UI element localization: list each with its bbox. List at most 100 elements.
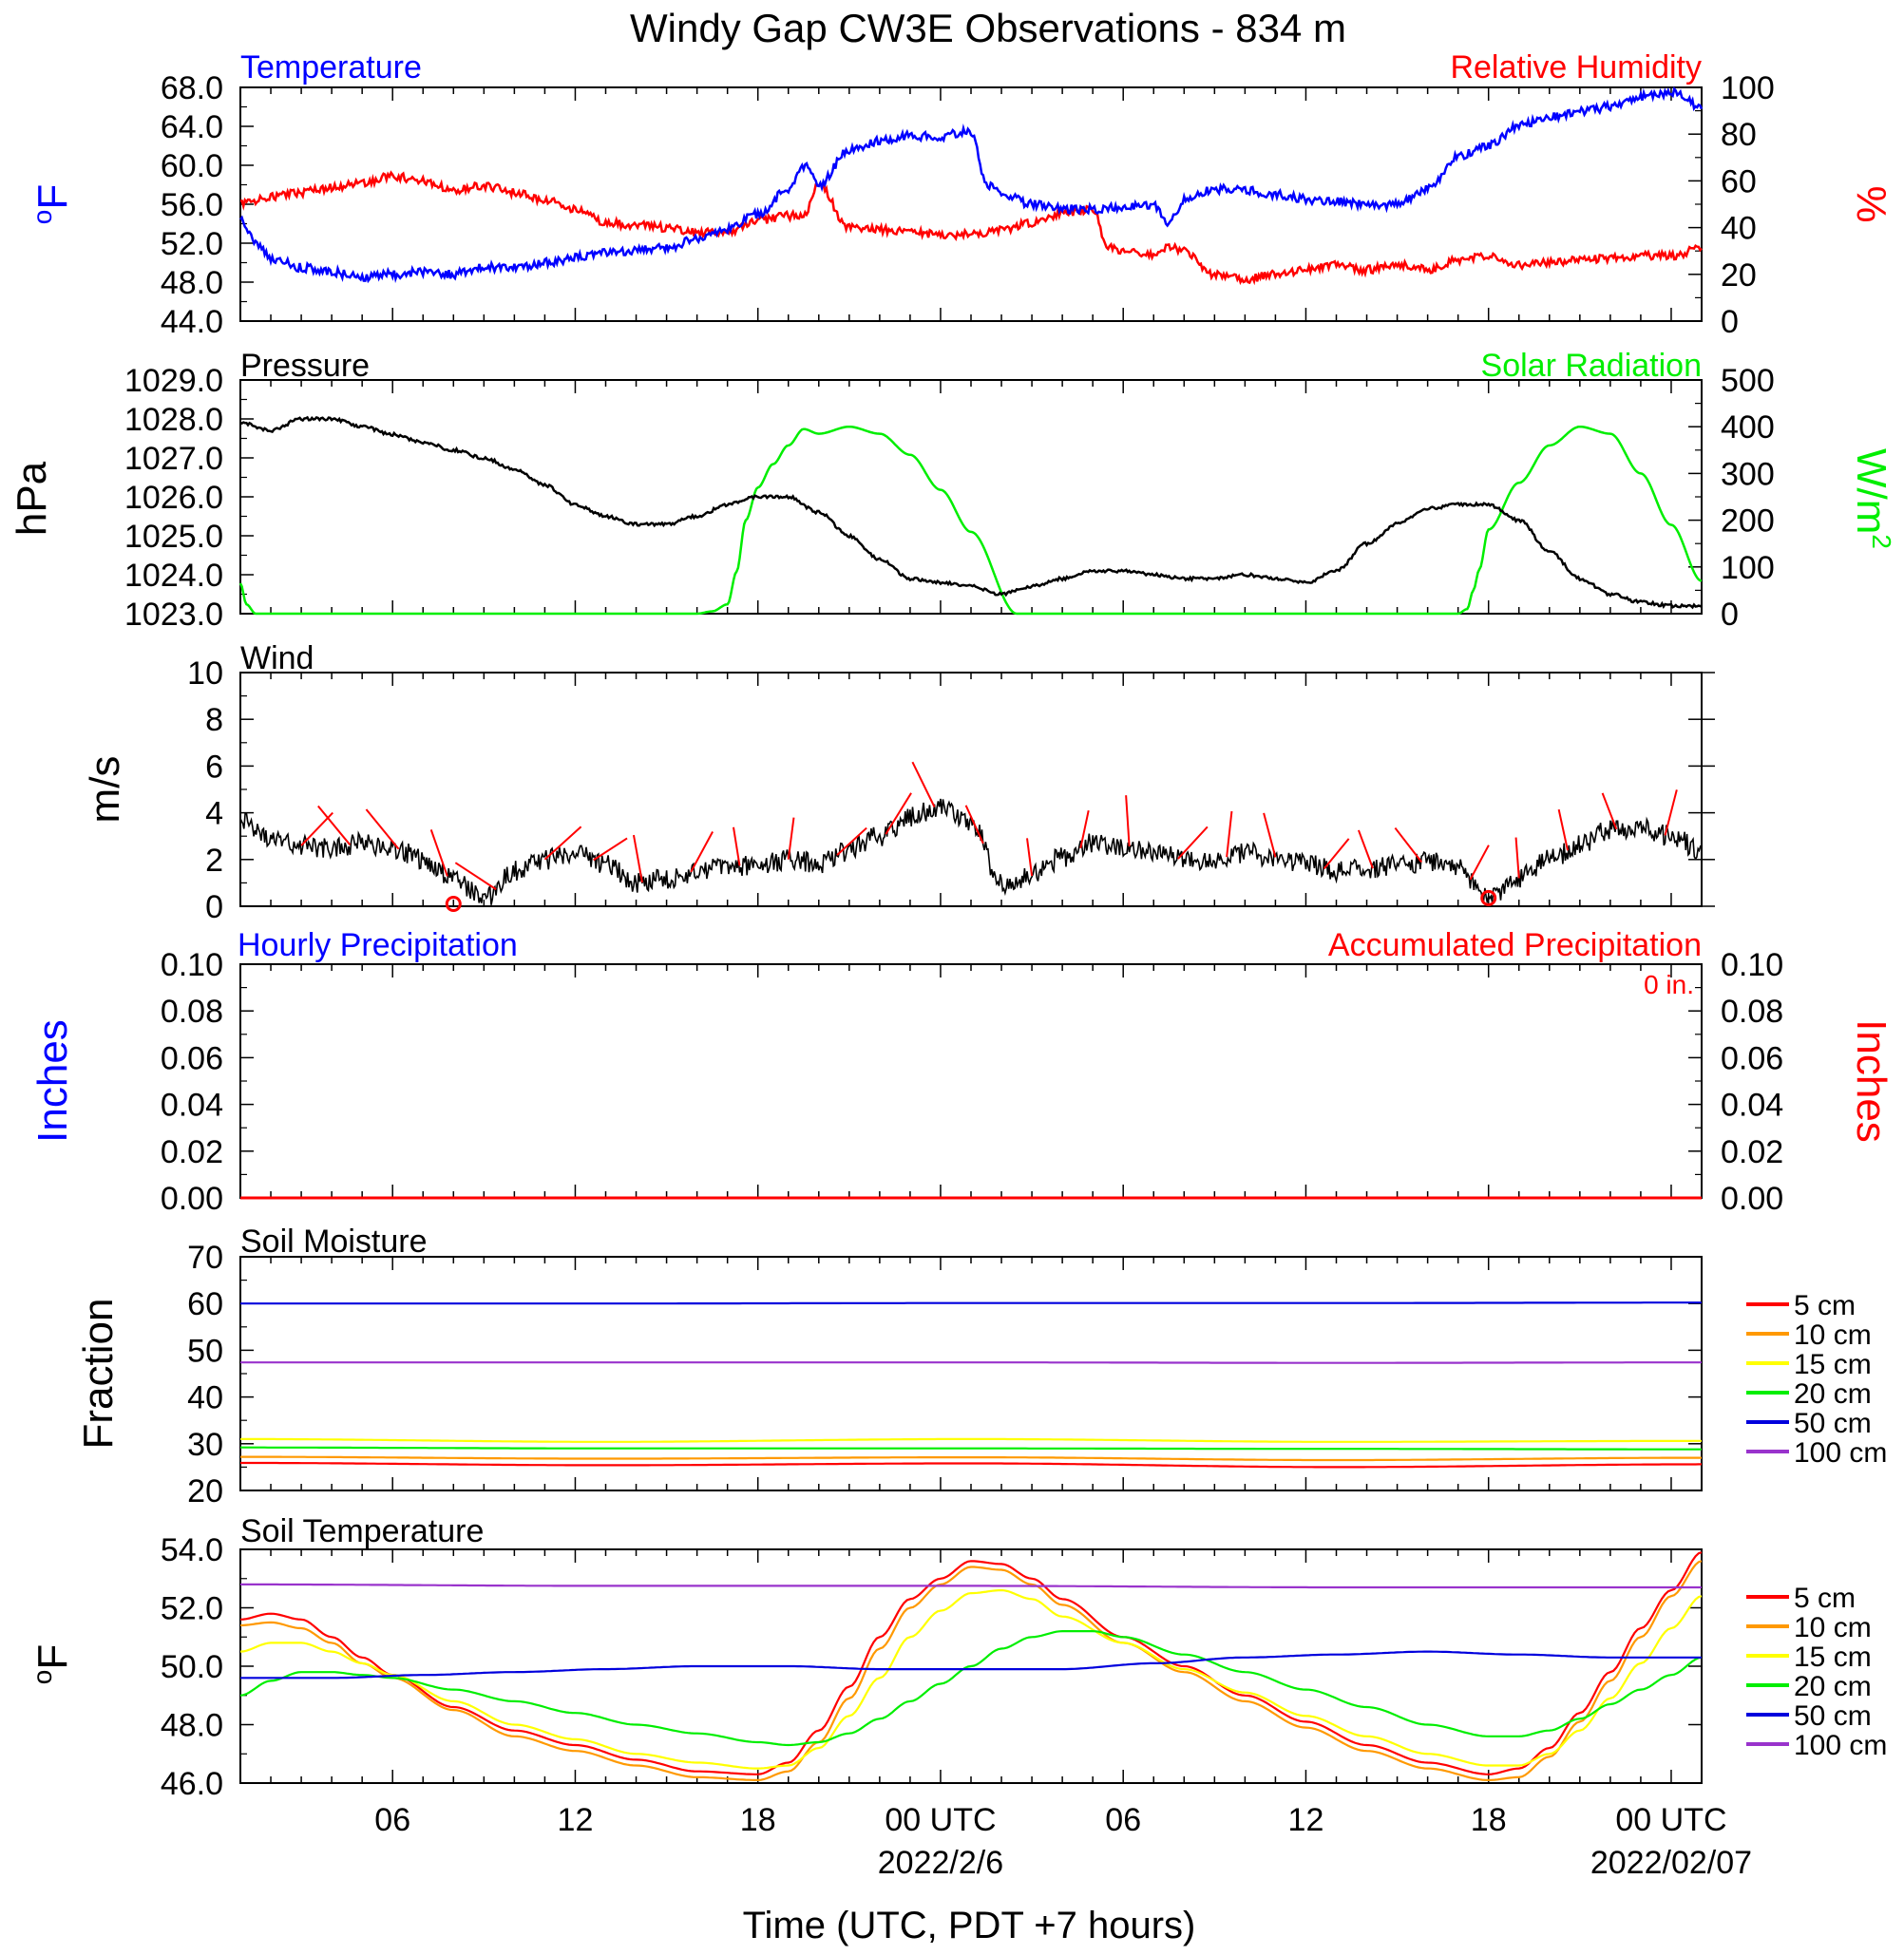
panels-layer: 68.064.060.056.052.048.044.0100806040200… [9, 49, 1896, 1881]
wind-left-tick-label: 10 [187, 655, 223, 692]
pressure-unit-label: hPa [9, 461, 55, 536]
x-tick-label: 18 [740, 1802, 776, 1838]
pressure-left-tick-label: 1027.0 [124, 441, 223, 477]
wind-left-tick-label: 6 [205, 749, 223, 785]
wind-barb [632, 834, 643, 883]
soil-moisture-left-tick-label: 20 [187, 1473, 223, 1509]
pressure-left-tick-label: 1023.0 [124, 597, 223, 633]
wind-left-tick-label: 0 [205, 889, 223, 925]
precip-left-tick-label: 0.00 [161, 1181, 223, 1217]
temp-rh-left-tick-label: 64.0 [161, 109, 223, 145]
chart-title: Windy Gap CW3E Observations - 834 m [630, 6, 1346, 50]
soil-temp-left-tick-label: 48.0 [161, 1708, 223, 1744]
soil-temp-legend-label: 10 cm [1794, 1612, 1872, 1643]
precip-right-tick-label: 0.02 [1721, 1134, 1783, 1170]
temp-rh-left-tick-label: 52.0 [161, 226, 223, 262]
soil-moisture-series-5 [240, 1361, 1702, 1364]
soil-moisture-title: Soil Moisture [240, 1224, 428, 1260]
soil-temp-title: Soil Temperature [240, 1513, 484, 1549]
soil-moisture-legend-label: 10 cm [1794, 1319, 1872, 1351]
soil-moisture-legend-label: 50 cm [1794, 1408, 1872, 1439]
soil-moisture-left-tick-label: 40 [187, 1380, 223, 1416]
wind-unit-label: m/s [82, 756, 128, 824]
x-axis-label: Time (UTC, PDT +7 hours) [743, 1905, 1196, 1946]
precip-right-tick-label: 0.08 [1721, 994, 1783, 1030]
pressure-left-tick-label: 1025.0 [124, 519, 223, 555]
pressure-left-tick-label: 1028.0 [124, 402, 223, 438]
wind-left-title: Wind [240, 640, 314, 676]
soil-moisture-series-0 [240, 1461, 1702, 1469]
soil-temp-series-3 [239, 1630, 1703, 1747]
soil-moisture-series-3 [240, 1446, 1702, 1451]
wind-left-tick-label: 4 [205, 796, 223, 832]
temp-rh-left-tick-label: 48.0 [161, 265, 223, 301]
wind-barb [1601, 792, 1618, 830]
wind-barb [885, 792, 912, 835]
soil-temp-left-tick-label: 52.0 [161, 1591, 223, 1627]
temp-rh-left-tick-label: 60.0 [161, 148, 223, 184]
humidity-series-line [239, 170, 1703, 286]
x-tick-label: 12 [1288, 1802, 1324, 1838]
wind-barb [1469, 845, 1490, 881]
precip-right-tick-label: 0.10 [1721, 947, 1783, 983]
precip-right-tick-label: 0.06 [1721, 1040, 1783, 1076]
soil-moisture-left-tick-label: 30 [187, 1427, 223, 1463]
soil-moisture-series-2 [240, 1437, 1702, 1443]
soil-temp-legend-label: 50 cm [1794, 1700, 1872, 1732]
precip-right-title: Accumulated Precipitation [1328, 927, 1702, 963]
x-tick-label: 06 [374, 1802, 410, 1838]
wind-barb [1357, 829, 1374, 869]
soil-moisture-series-4 [240, 1301, 1702, 1305]
soil-moisture-series-1 [240, 1455, 1702, 1462]
wind-barb [429, 829, 448, 877]
wind-barb [1226, 810, 1233, 858]
pressure-right-tick-label: 400 [1721, 409, 1775, 446]
temp-rh-right-title: Relative Humidity [1450, 49, 1702, 85]
precip-right-tick-label: 0.04 [1721, 1088, 1783, 1124]
pressure-left-tick-label: 1026.0 [124, 480, 223, 516]
wind-barb [690, 831, 714, 873]
temp-rh-left-tick-label: 44.0 [161, 304, 223, 340]
pressure-right-tick-label: 200 [1721, 503, 1775, 540]
soil-temp-left-tick-label: 46.0 [161, 1766, 223, 1802]
temp-rh-right-tick-label: 20 [1721, 257, 1757, 294]
solar-series-line [238, 425, 1703, 616]
wind-barb [1125, 795, 1131, 846]
x-tick-label: 00 UTC [1615, 1802, 1726, 1838]
temp-rh-right-tick-label: 80 [1721, 117, 1757, 153]
soil-temp-series-5 [240, 1583, 1702, 1589]
temperature-series-line [239, 85, 1704, 284]
precip-total-label: 0 in. [1644, 970, 1694, 999]
soil-temp-legend-label: 5 cm [1794, 1583, 1856, 1614]
wind-barb [733, 826, 741, 866]
pressure-left-title: Pressure [240, 348, 370, 384]
rh-unit-label: % [1848, 185, 1894, 222]
x-tick-date-label: 2022/02/07 [1590, 1845, 1752, 1881]
soil-moisture-legend-label: 5 cm [1794, 1290, 1856, 1321]
soil-temp-legend-label: 20 cm [1794, 1671, 1872, 1702]
wind-barb [317, 805, 352, 845]
wind-barb [1263, 812, 1277, 858]
soil-temp-left-tick-label: 50.0 [161, 1649, 223, 1685]
wind-barb [365, 808, 400, 850]
soil-temp-series-1 [239, 1560, 1703, 1782]
x-tick-label: 00 UTC [885, 1802, 996, 1838]
wind-barb [1664, 789, 1678, 836]
wind-calm-marker [1480, 889, 1497, 906]
wind-barb [787, 817, 795, 860]
soil-temp-left-tick-label: 54.0 [161, 1532, 223, 1568]
precip-left-unit-label: Inches [29, 1019, 76, 1143]
pressure-right-tick-label: 0 [1721, 597, 1739, 633]
x-tick-label: 12 [558, 1802, 594, 1838]
soil-temp-series-4 [240, 1650, 1702, 1680]
temp-rh-left-title: Temperature [240, 49, 422, 85]
wind-barb [1557, 808, 1569, 851]
temp-rh-left-tick-label: 56.0 [161, 187, 223, 223]
soil-moisture-left-tick-label: 60 [187, 1286, 223, 1322]
soil-temp-series-0 [239, 1551, 1703, 1775]
pressure-left-tick-label: 1024.0 [124, 558, 223, 594]
precip-left-tick-label: 0.02 [161, 1134, 223, 1170]
wind-left-tick-label: 8 [205, 702, 223, 738]
precip-left-title: Hourly Precipitation [238, 927, 518, 963]
pressure-left-tick-label: 1029.0 [124, 363, 223, 399]
